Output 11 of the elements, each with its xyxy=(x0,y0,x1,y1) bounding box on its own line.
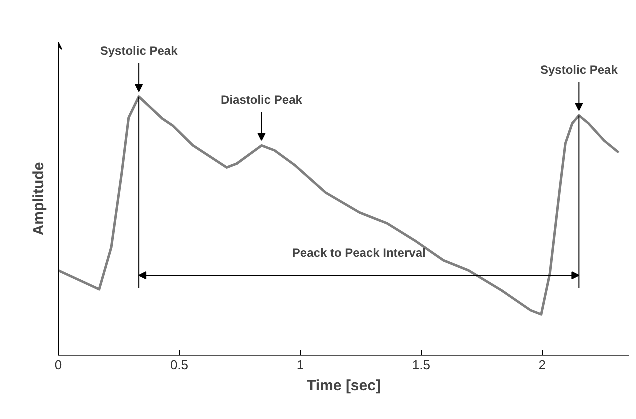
annotation: Systolic Peak xyxy=(540,62,618,77)
x-axis-title: Time [sec] xyxy=(307,378,381,394)
y-axis-title: Amplitude xyxy=(30,162,48,236)
annotation: Peack to Peack Interval xyxy=(292,246,426,260)
x-tick-label: 2 xyxy=(538,358,546,372)
annotation: Systolic Peak xyxy=(100,44,178,58)
x-tick-label: 1 xyxy=(296,358,304,372)
annotation: Diastolic Peak xyxy=(221,92,303,107)
x-tick-label: 0.5 xyxy=(170,358,189,372)
x-tick-label: 0 xyxy=(54,358,62,372)
x-tick-label: 1.5 xyxy=(412,358,430,372)
